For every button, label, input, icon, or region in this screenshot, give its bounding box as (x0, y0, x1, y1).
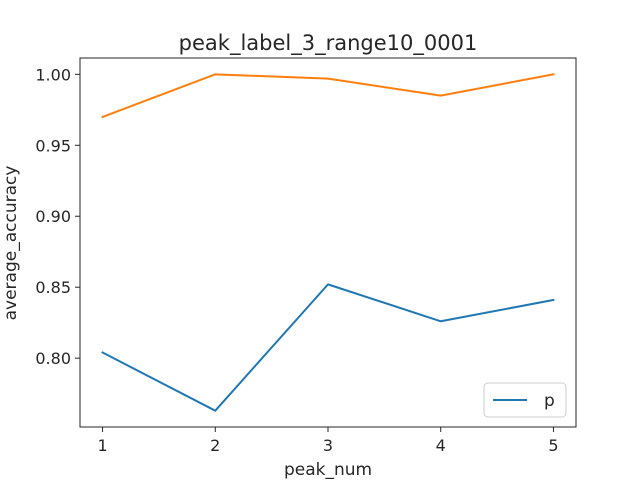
x-tick-label: 1 (97, 436, 107, 455)
plot-area-frame (79, 57, 577, 428)
x-axis-label: peak_num (284, 460, 372, 480)
y-tick-label: 0.85 (35, 278, 71, 297)
legend: p (483, 382, 567, 418)
y-tick-label: 1.00 (35, 65, 71, 84)
y-tick-label: 0.80 (35, 349, 71, 368)
y-tick-label: 0.95 (35, 136, 71, 155)
y-axis-label: average_accuracy (1, 166, 21, 321)
x-tick-label: 4 (436, 436, 446, 455)
x-tick-label: 2 (210, 436, 220, 455)
legend-label: p (544, 391, 555, 411)
chart-title: peak_label_3_range10_0001 (179, 31, 478, 56)
x-tick-label: 5 (548, 436, 558, 455)
y-tick-label: 0.90 (35, 207, 71, 226)
x-tick-label: 3 (323, 436, 333, 455)
series-line-1 (101, 73, 555, 119)
